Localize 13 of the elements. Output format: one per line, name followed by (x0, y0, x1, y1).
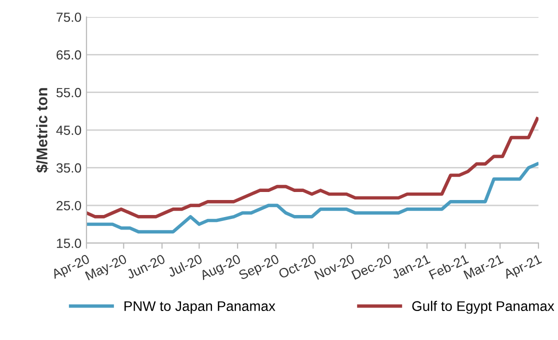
y-tick-label: 75.0 (56, 12, 82, 22)
legend-label: Gulf to Egypt Panamax (412, 300, 554, 314)
y-axis-title: $/Metric ton (36, 88, 48, 173)
y-tick-label: 15.0 (56, 238, 82, 248)
line-series (86, 162, 538, 234)
legend-label: PNW to Japan Panamax (124, 301, 276, 314)
y-tick-label: 45.0 (56, 126, 82, 135)
y-tick-label: 35.0 (56, 163, 82, 173)
x-tick-label: Jul-20 (166, 254, 203, 278)
y-tick-label: 55.0 (56, 88, 82, 98)
y-tick-label: 65.0 (56, 50, 82, 60)
y-tick-label: 25.0 (56, 200, 82, 210)
line-series (86, 117, 538, 218)
